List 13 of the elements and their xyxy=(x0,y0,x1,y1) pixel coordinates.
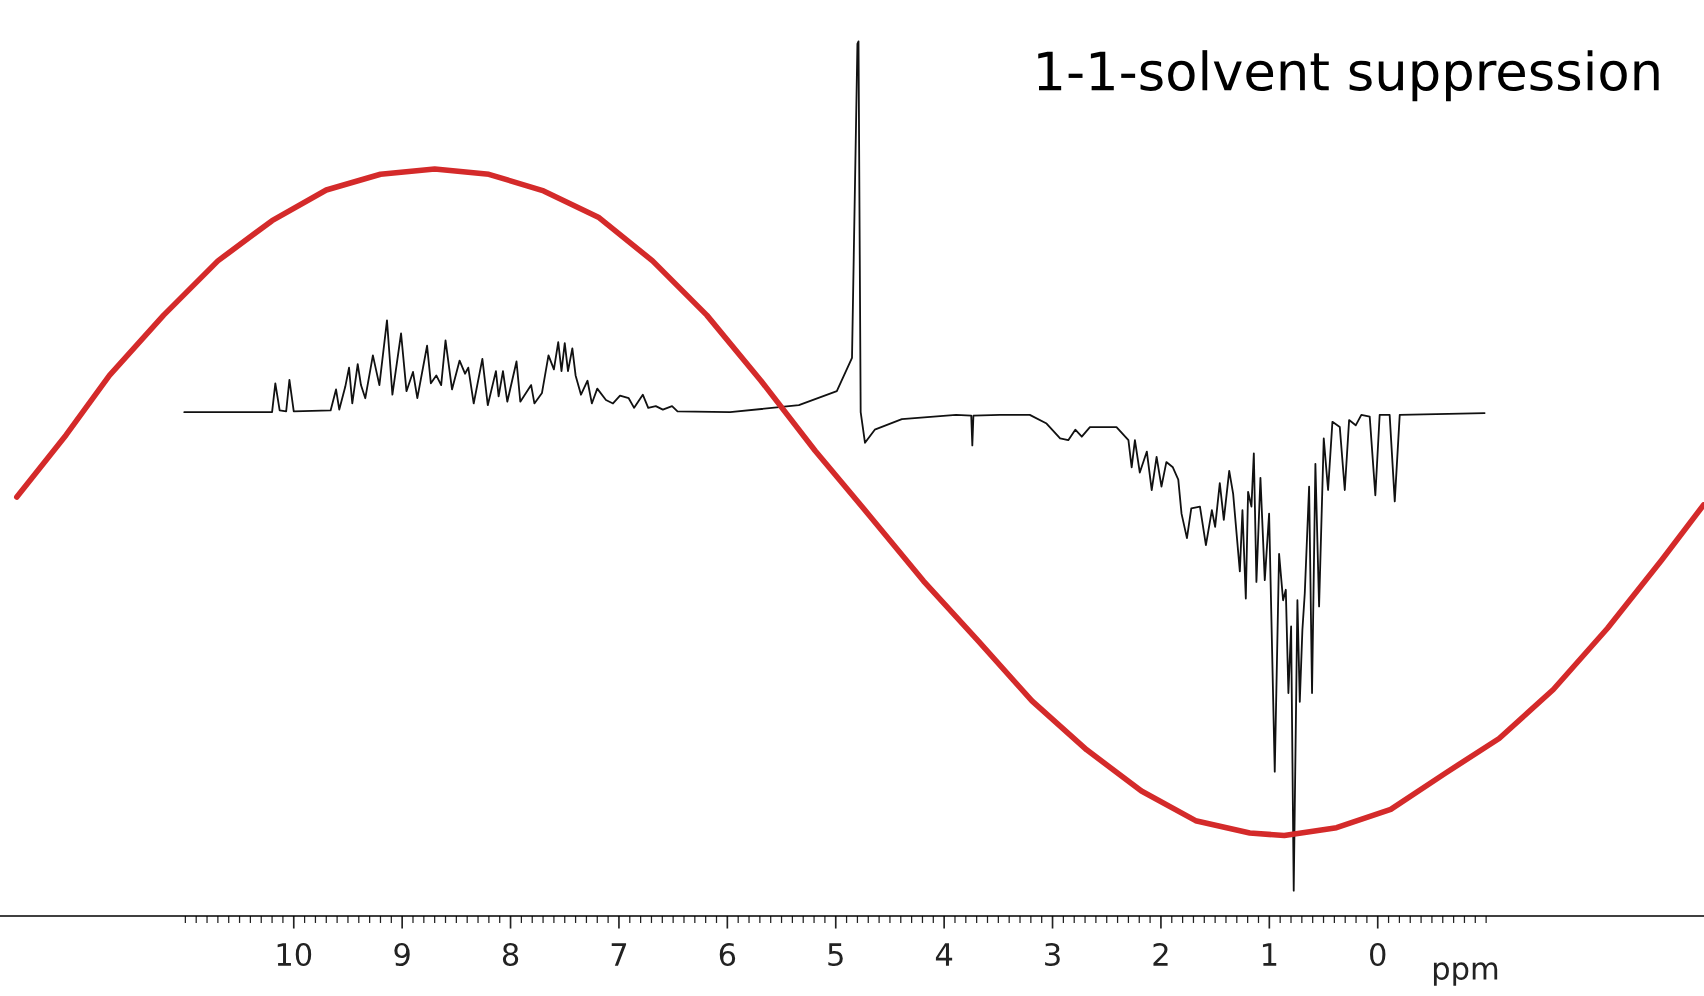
x-axis-title: ppm xyxy=(1433,962,1498,986)
x-tick-label: 7 xyxy=(611,943,627,966)
x-tick-label: 9 xyxy=(394,942,410,967)
x-tick-label: 4 xyxy=(935,943,953,966)
x-tick-label: 2 xyxy=(1153,942,1168,966)
x-tick-label: 8 xyxy=(502,942,519,967)
x-tick-label: 0 xyxy=(1370,942,1386,967)
x-tick-label: 10 xyxy=(277,942,312,967)
x-tick-label: 6 xyxy=(719,942,736,967)
chart-title: 1-1-solvent suppression xyxy=(1038,50,1659,102)
x-tick-label: 5 xyxy=(828,943,843,967)
x-tick-label: 3 xyxy=(1045,942,1060,967)
x-tick-label: 1 xyxy=(1262,943,1277,966)
